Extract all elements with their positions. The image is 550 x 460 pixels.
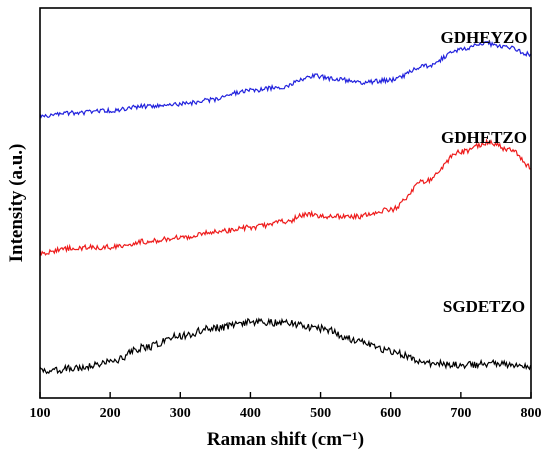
x-axis-title: Raman shift (cm⁻¹) <box>207 429 364 450</box>
series-label-gdhetzo: GDHETZO <box>441 128 527 147</box>
y-axis-title: Intensity (a.u.) <box>6 144 27 263</box>
plot-frame <box>39 7 532 399</box>
x-tick-label: 300 <box>170 406 191 421</box>
x-tick-label: 100 <box>30 406 51 421</box>
series-label-sgdetzo: SGDETZO <box>443 297 525 316</box>
series-label-gdheyzo: GDHEYZO <box>441 28 528 47</box>
x-tick-label: 800 <box>521 406 542 421</box>
x-axis-ticks: 100 200 300 400 500 600 700 800 <box>30 392 542 421</box>
x-tick-label: 500 <box>310 406 331 421</box>
series-line-gdheyzo <box>39 40 532 119</box>
x-tick-label: 600 <box>380 406 401 421</box>
x-tick-label: 200 <box>100 406 121 421</box>
series-layer <box>39 40 532 375</box>
series-line-sgdetzo <box>39 317 532 375</box>
x-tick-label: 700 <box>450 406 471 421</box>
series-labels: GDHEYZO GDHETZO SGDETZO <box>441 28 528 316</box>
series-line-gdhetzo <box>39 137 531 256</box>
x-tick-label: 400 <box>240 406 261 421</box>
